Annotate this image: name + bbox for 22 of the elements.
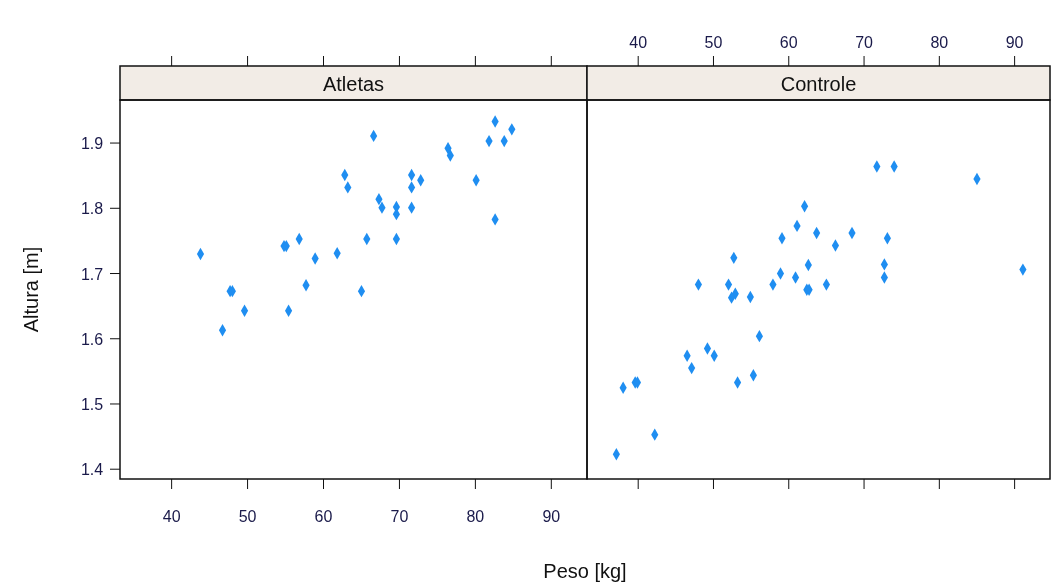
y-tick-label: 1.9 [80,135,104,153]
x-tick-label: 70 [855,34,874,51]
y-tick-label: 1.5 [80,395,104,413]
y-axis-title: Altura [m] [20,246,42,333]
y-tick-label: 1.8 [80,200,104,218]
x-tick-label: 50 [238,508,257,525]
y-tick-label: 1.4 [80,461,104,479]
x-tick-label: 80 [466,508,485,525]
x-tick-label: 90 [1005,34,1024,51]
x-tick-label: 60 [314,508,333,525]
x-tick-label: 40 [629,34,648,51]
x-axis-title: Peso [kg] [543,560,627,582]
x-tick-label: 60 [779,34,798,51]
x-tick-label: 70 [390,508,409,525]
x-tick-label: 90 [542,508,561,525]
x-tick-label: 40 [162,508,181,525]
y-tick-label: 1.7 [80,265,104,283]
y-tick-label: 1.6 [80,330,104,348]
x-tick-label: 50 [704,34,723,51]
x-tick-label: 80 [930,34,949,51]
chart-title: Atletas [322,73,385,95]
chart-title: Controle [780,73,857,95]
